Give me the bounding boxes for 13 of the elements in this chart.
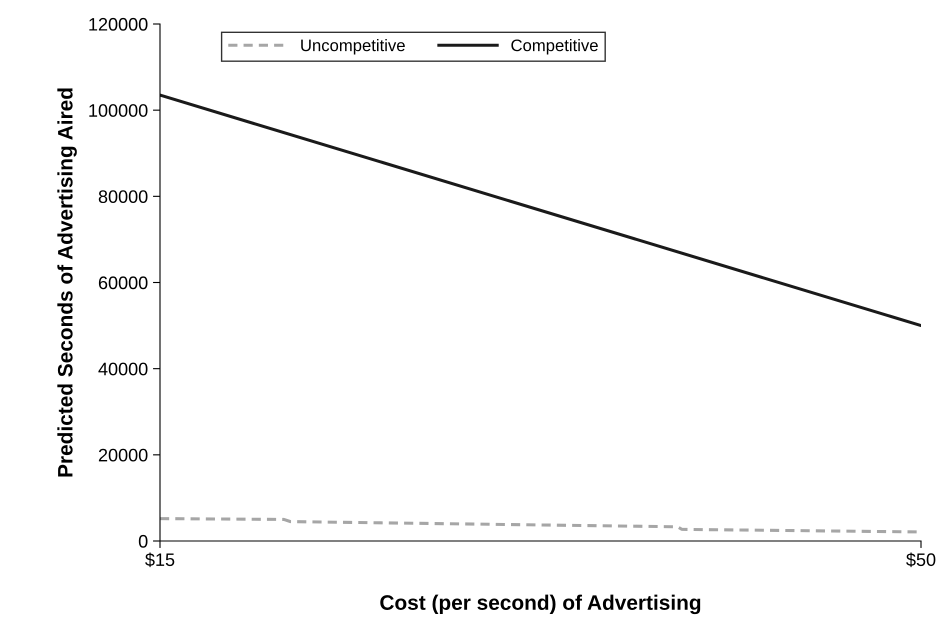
x-tick-label: $50 — [906, 552, 936, 568]
y-tick-label: 120000 — [89, 18, 148, 31]
x-tick-label: $15 — [145, 552, 174, 568]
y-tick-label: 80000 — [98, 190, 148, 204]
y-tick-label: 60000 — [98, 276, 148, 290]
y-tick-label: 100000 — [89, 104, 148, 117]
legend-label: Competitive — [511, 39, 598, 55]
y-tick-label: 40000 — [98, 362, 148, 376]
x-axis-title: Cost (per second) of Advertising — [380, 594, 700, 614]
y-axis-title: Predicted Seconds of Advertising Aired — [57, 88, 77, 477]
y-tick-label: 0 — [138, 534, 148, 548]
y-tick-label: 20000 — [98, 448, 148, 462]
legend-label: Uncompetitive — [301, 39, 405, 55]
